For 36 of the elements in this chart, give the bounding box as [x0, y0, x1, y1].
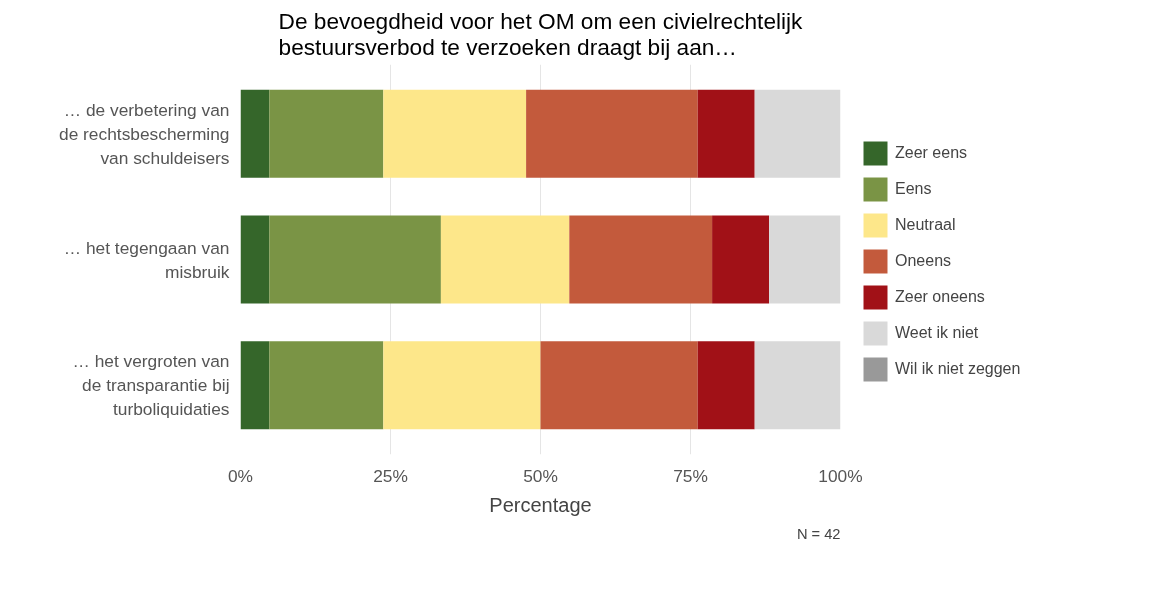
bar: [240, 215, 270, 304]
y-tick-label: … de verbetering van de rechtsbescherming van schuldeisers: [59, 99, 230, 168]
bar: [769, 215, 841, 304]
bar: [269, 89, 384, 178]
bar: [754, 341, 841, 430]
x-tick-label: 100%: [818, 465, 863, 486]
text: N = 42: [796, 525, 841, 542]
legend-label: Wil ik niet zeggen: [895, 360, 1021, 378]
bar: [526, 89, 698, 178]
bar: [440, 215, 570, 304]
bar: [269, 215, 441, 304]
bar: [383, 89, 527, 178]
bar: [383, 341, 541, 430]
legend-label: Weet ik niet: [895, 324, 979, 342]
legend-label: Zeer eens: [895, 144, 968, 162]
bar: [240, 89, 270, 178]
legend-label: Neutraal: [895, 216, 956, 234]
bar: [712, 215, 770, 304]
x-tick-label: 25%: [373, 465, 408, 486]
bar: [569, 215, 713, 304]
bar: [269, 341, 384, 430]
legend-label: Eens: [895, 180, 932, 198]
x-axis-title: Percentage: [489, 493, 592, 516]
y-tick-label: … het vergroten van de transparantie bij turboliquidaties: [72, 351, 230, 420]
bar: [754, 89, 841, 178]
bar: [697, 341, 755, 430]
legend-label: Oneens: [895, 252, 952, 270]
x-tick-label: 50%: [523, 465, 558, 486]
bar: [240, 341, 270, 430]
legend-label: Zeer oneens: [895, 288, 985, 306]
chart-title: De bevoegdheid voor het OM om een civielrechtelijk bestuursverbod te verzoeken draagt bij aan…: [278, 7, 804, 60]
x-tick-label: 75%: [673, 465, 708, 486]
x-tick-label: 0%: [227, 465, 254, 486]
bar: [540, 341, 698, 430]
bar: [697, 89, 755, 178]
y-tick-label: … het tegengaan van misbruik: [63, 237, 230, 282]
